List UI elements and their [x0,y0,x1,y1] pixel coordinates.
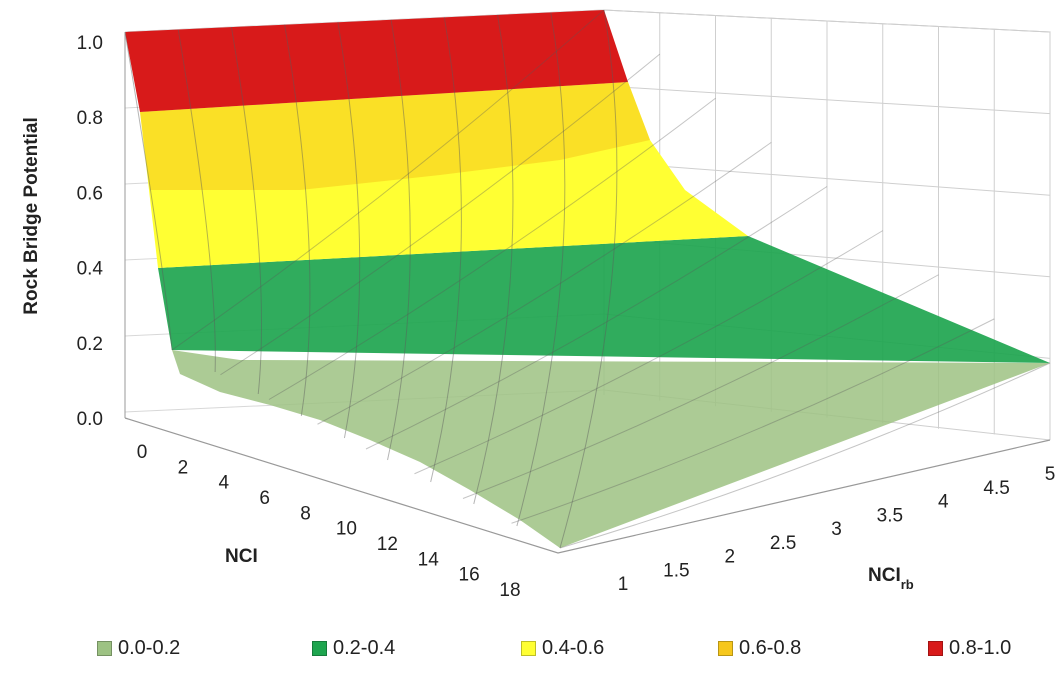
mesh-line [124,31,173,351]
mesh-line [337,22,361,439]
legend-swatch [521,640,536,656]
legend-swatch [718,640,733,656]
mesh-line [430,17,462,483]
mesh-line [230,27,263,395]
surface-band-0.6-0.8-patch [140,82,650,190]
x-tick-label: 18 [499,580,520,601]
mesh-line [365,186,828,450]
surface-band-0.0-0.2 [172,350,1050,548]
mesh-line [559,362,1051,549]
y-tick-label: 2 [724,547,735,568]
legend-swatch [312,640,327,656]
mesh-line [516,12,566,527]
x-tick-label: 8 [300,503,311,524]
legend-item: 0.4-0.6 [521,633,604,663]
z-tick-label: 0.0 [77,409,103,430]
y-tick-label: 3.5 [877,505,903,526]
x-axis-title: NCI [225,546,258,567]
x-tick-label: 12 [377,534,398,555]
legend-label: 0.6-0.8 [739,636,802,659]
mesh-line [511,318,995,524]
z-tick-label: 0.4 [77,259,104,280]
legend-swatch [97,640,112,656]
y-tick-label: 3 [831,519,842,540]
y-tick-label: 4.5 [983,478,1009,499]
z-axis-title: Rock Bridge Potential [21,117,42,314]
x-tick-labels: 0 2 4 6 8 10 12 14 16 18 [137,442,521,601]
legend-item: 0.8-1.0 [928,633,1011,663]
x-tick-label: 10 [336,519,357,540]
y-axis-title: NCIrb [868,565,914,592]
x-tick-label: 14 [418,549,440,570]
z-tick-label: 0.2 [77,334,103,355]
legend-label: 0.8-1.0 [949,636,1012,659]
z-tick-label: 1.0 [77,33,103,54]
base-axis-lines [124,417,1051,554]
mesh-line [171,9,605,351]
y-tick-label: 1.5 [663,560,689,581]
z-tick-labels: 1.0 0.8 0.6 0.4 0.2 0.0 [77,33,104,430]
mesh-line [177,29,216,373]
x-tick-label: 0 [137,442,148,463]
z-tick-label: 0.8 [77,108,103,129]
legend-label: 0.4-0.6 [542,636,605,659]
legend-swatch [928,640,943,656]
mesh-line [387,19,411,461]
y-tick-label: 4 [938,492,949,513]
legend-item: 0.6-0.8 [718,633,801,663]
legend-item: 0.2-0.4 [312,633,395,663]
x-tick-label: 2 [178,457,189,478]
legend-item: 0.0-0.2 [97,633,180,663]
x-tick-label: 16 [459,565,480,586]
legend-label: 0.2-0.4 [333,636,396,659]
mesh-line [284,24,311,417]
y-tick-label: 2.5 [770,533,796,554]
mesh-line [268,97,716,400]
chart-axes [124,32,1051,554]
mesh-line [473,14,514,505]
y-tick-labels: 1 1.5 2 2.5 3 3.5 4 4.5 5 [618,464,1056,595]
legend: 0.0-0.2 0.2-0.4 0.4-0.6 0.6-0.8 0.8-1.0 [0,633,1057,673]
surface-mesh [124,9,1051,549]
surface-band-0.2-0.4 [158,236,1050,363]
mesh-line [559,9,618,549]
mesh-line [414,230,884,475]
y-tick-label: 1 [618,574,629,595]
y-axis-title-main: NCI [868,565,901,586]
x-tick-label: 4 [218,473,229,494]
surface-plot [124,9,1051,549]
legend-label: 0.0-0.2 [118,636,181,659]
mesh-line [317,141,772,425]
mesh-line [220,53,661,376]
mesh-line [462,274,939,499]
z-tick-label: 0.6 [77,183,103,204]
surface-band-0.8-1.0 [125,10,628,112]
y-tick-label: 5 [1045,464,1056,485]
y-axis-title-subscript: rb [901,577,914,592]
x-tick-label: 6 [259,488,270,509]
